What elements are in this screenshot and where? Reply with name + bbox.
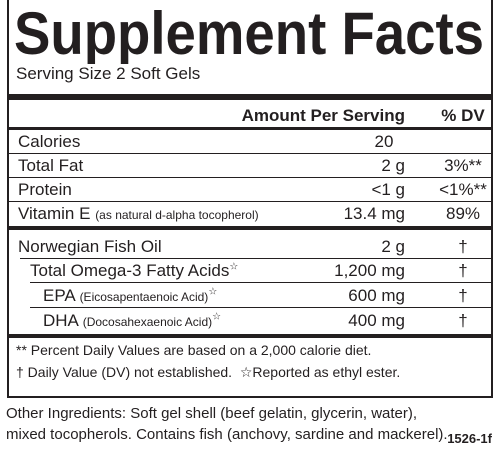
nutrient-name: Calories xyxy=(18,132,81,151)
dv: † xyxy=(458,261,468,280)
nutrient-note: (Eicosapentaenoic Acid) xyxy=(79,290,209,304)
other-ingredients: mixed tocopherols. Contains fish (anchov… xyxy=(6,426,448,443)
amount: 600 mg xyxy=(348,286,405,305)
nutrient-row: DHA (Docosahexaenoic Acid)☆ 400 mg † xyxy=(9,309,491,332)
thick-rule xyxy=(9,334,491,338)
label-box xyxy=(7,0,493,398)
amount: 1,200 mg xyxy=(334,261,405,280)
nutrient-row: Norwegian Fish Oil 2 g † xyxy=(9,235,491,258)
nutrient-row: Protein <1 g <1%** xyxy=(9,178,491,201)
thick-rule xyxy=(9,226,491,230)
rule xyxy=(9,201,491,202)
title-svg: Supplement Facts xyxy=(14,2,484,64)
footnote: † Daily Value (DV) not established. ☆Rep… xyxy=(16,364,401,380)
nutrient-row: Total Fat 2 g 3%** xyxy=(9,154,491,177)
other-ingredients: Other Ingredients: Soft gel shell (beef … xyxy=(6,405,418,422)
footnote: ** Percent Daily Values are based on a 2… xyxy=(16,342,372,358)
amount: 2 g xyxy=(381,237,405,256)
title: Supplement Facts xyxy=(14,2,484,64)
ester-mark: ☆ xyxy=(229,261,239,273)
thick-rule xyxy=(9,94,491,100)
rule xyxy=(9,153,491,154)
nutrient-row: EPA (Eicosapentaenoic Acid)☆ 600 mg † xyxy=(9,284,491,307)
header-row: Amount Per Serving % DV xyxy=(9,104,491,127)
ester-mark: ☆ xyxy=(212,311,222,323)
nutrient-row: Calories 20 xyxy=(9,130,491,153)
nutrient-name: DHA xyxy=(43,311,78,330)
nutrient-name: Vitamin E xyxy=(18,204,91,223)
dv: † xyxy=(458,286,468,305)
rule xyxy=(30,282,491,283)
nutrient-name: Total Omega-3 Fatty Acids xyxy=(30,261,230,280)
dv: 3%** xyxy=(444,156,482,175)
serving-size: Serving Size 2 Soft Gels xyxy=(16,64,201,83)
nutrient-note: (Docosahexaenoic Acid) xyxy=(82,315,213,329)
dv: † xyxy=(458,311,468,330)
amount: 20 xyxy=(374,132,394,151)
nutrient-row: Total Omega-3 Fatty Acids☆ 1,200 mg † xyxy=(9,259,491,282)
dv: † xyxy=(458,237,468,256)
ester-mark: ☆ xyxy=(208,286,218,298)
nutrient-name: Protein xyxy=(18,180,72,199)
dv-header: % DV xyxy=(441,106,485,125)
thick-rule xyxy=(9,127,491,130)
amount-header: Amount Per Serving xyxy=(241,106,405,125)
amount: 13.4 mg xyxy=(343,204,405,223)
dv: 89% xyxy=(445,204,481,223)
nutrient-name: EPA xyxy=(43,286,75,305)
rule xyxy=(30,307,491,308)
nutrient-name: Total Fat xyxy=(18,156,84,175)
nutrient-row: Vitamin E (as natural d-alpha tocopherol… xyxy=(9,202,491,225)
nutrient-name: Norwegian Fish Oil xyxy=(18,237,162,256)
rule xyxy=(20,258,491,259)
nutrient-note: (as natural d-alpha tocopherol) xyxy=(95,208,259,222)
dv: <1%** xyxy=(439,180,487,199)
amount: 2 g xyxy=(381,156,405,175)
amount: 400 mg xyxy=(348,311,405,330)
rule xyxy=(9,177,491,178)
amount: <1 g xyxy=(371,180,405,199)
product-code: 1526-1f xyxy=(447,431,492,446)
